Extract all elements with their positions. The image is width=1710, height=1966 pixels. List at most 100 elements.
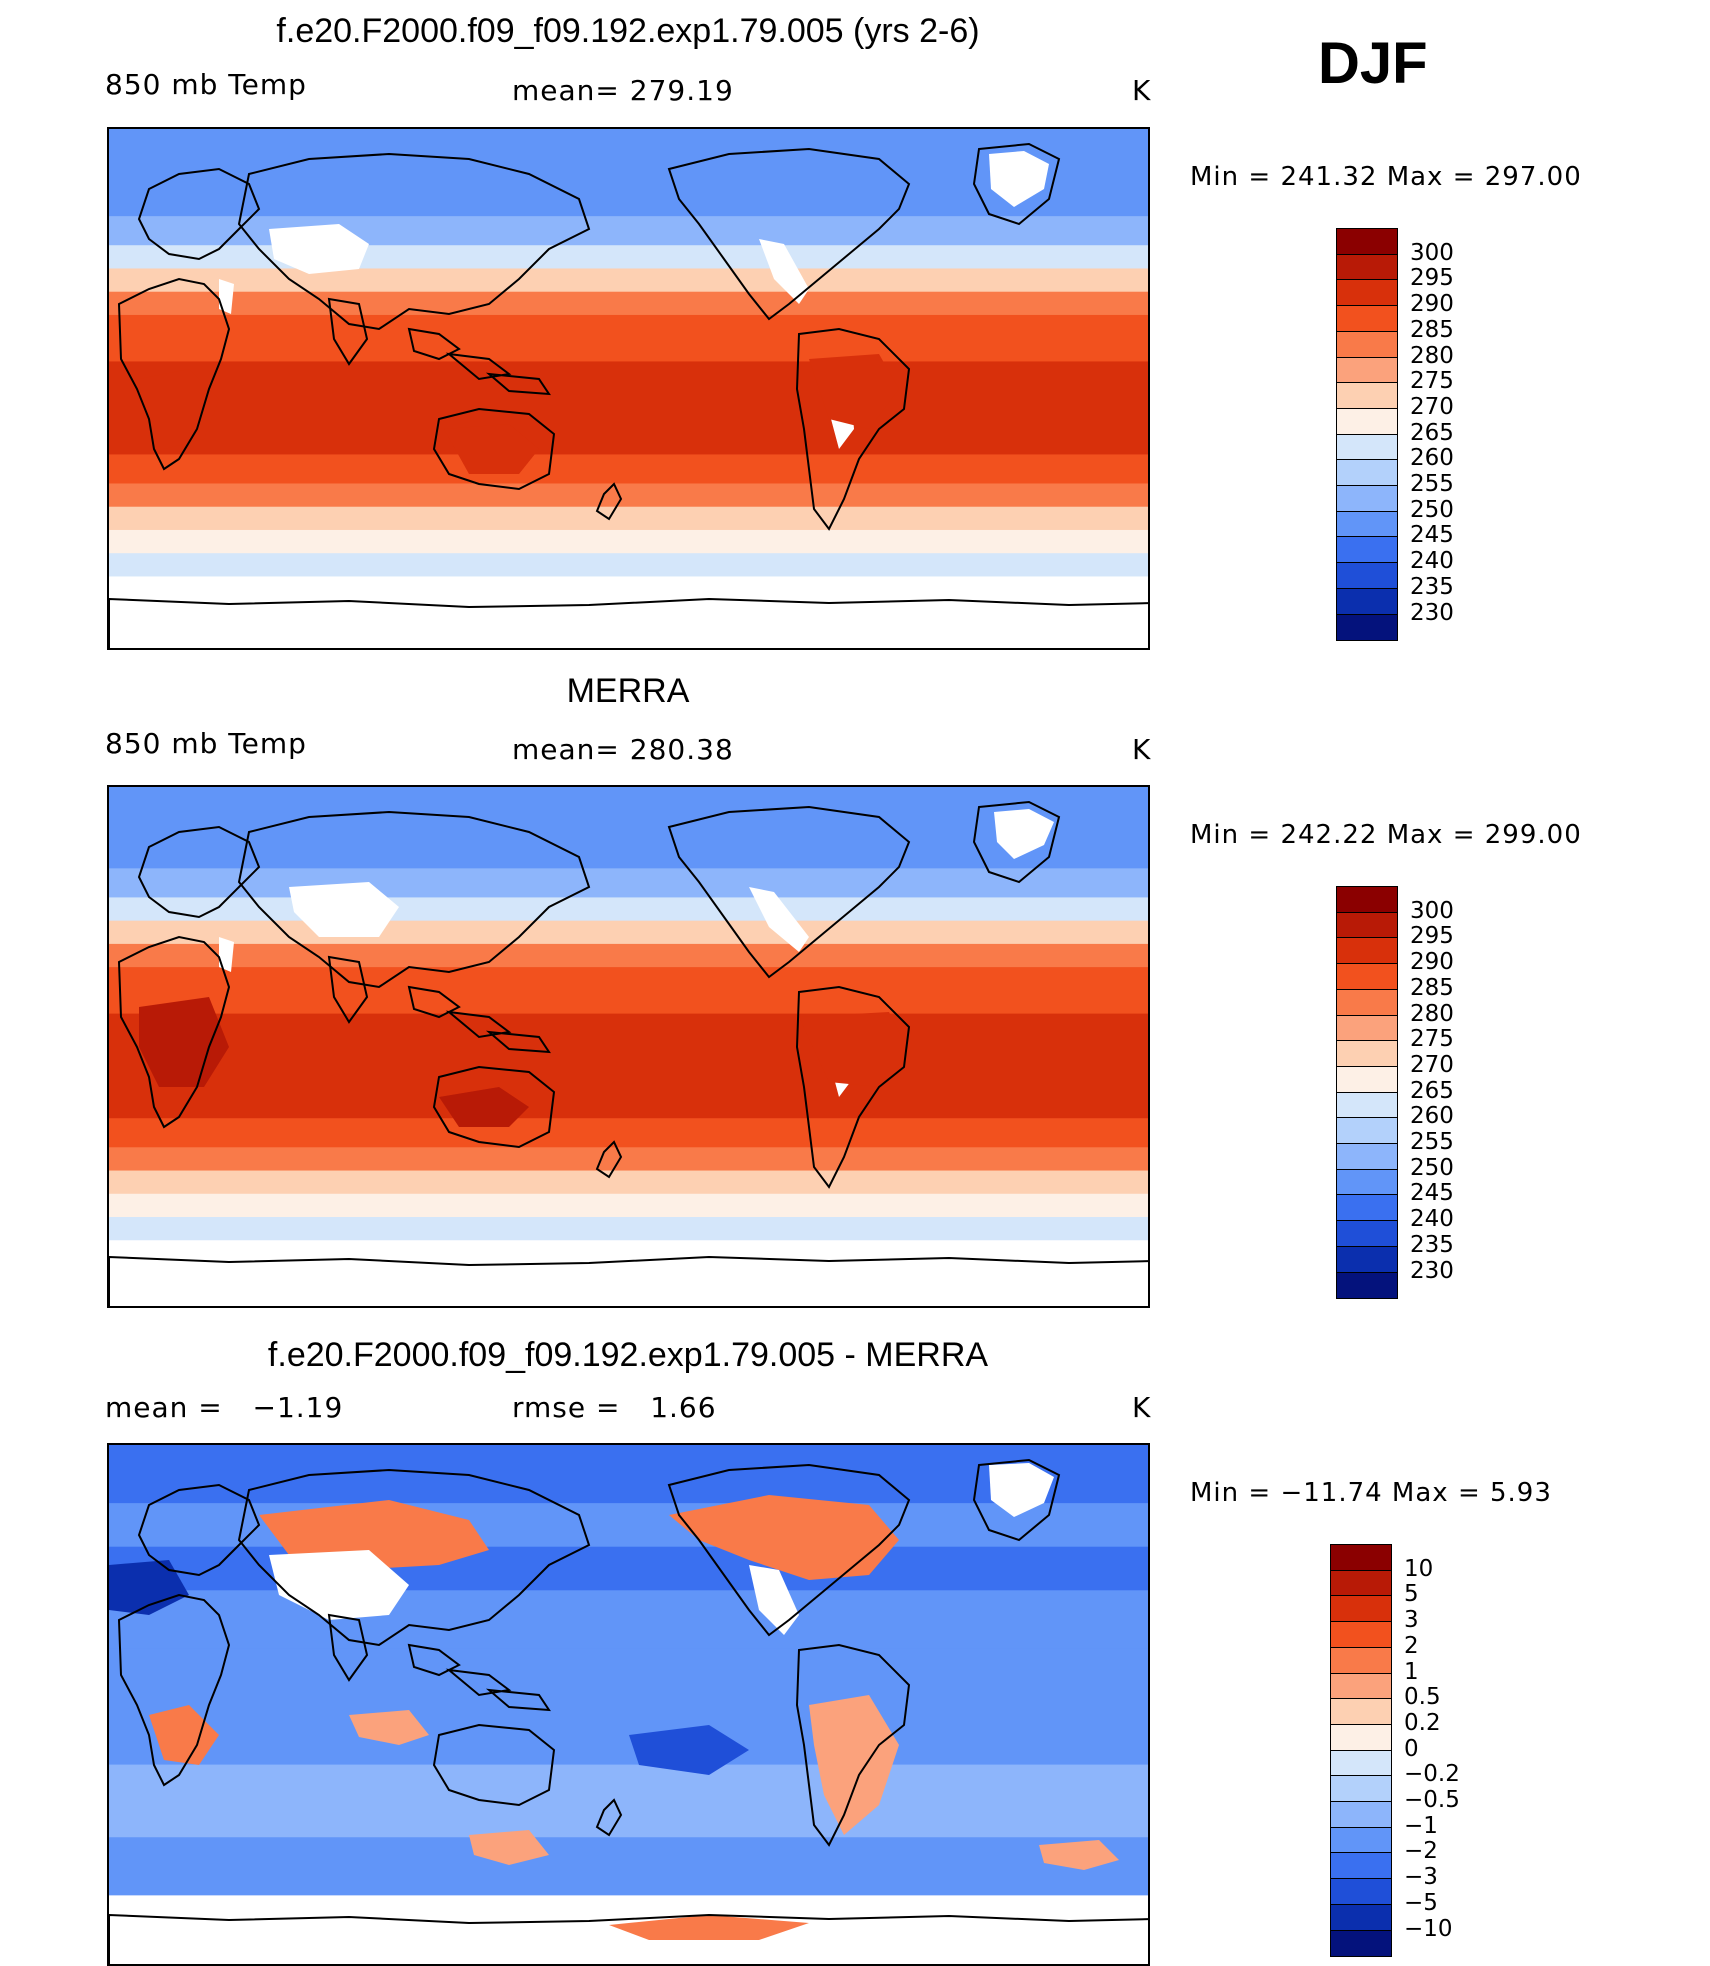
colorbar-tick-label: 280	[1410, 1000, 1454, 1027]
coastline	[795, 1643, 911, 1847]
coastline	[595, 1140, 623, 1179]
colorbar-swatch	[1330, 1929, 1392, 1957]
temperature-band	[109, 1764, 1148, 1839]
colorbar-swatch	[1336, 1168, 1398, 1196]
colorbar-tick-label: 245	[1410, 522, 1454, 549]
temperature-band	[109, 1118, 1148, 1149]
colorbar-tick-label: 2	[1404, 1632, 1419, 1659]
colorbar-tick-label: 295	[1410, 923, 1454, 950]
colorbar-swatch	[1336, 963, 1398, 991]
temperature-band	[109, 268, 1148, 293]
colorbar-tick-label: −0.2	[1404, 1761, 1460, 1788]
field-anomaly-region	[139, 369, 219, 449]
season-label: DJF	[1318, 31, 1428, 96]
colorbar-swatch	[1336, 1271, 1398, 1299]
panel-2-mean-value: 280.38	[629, 733, 734, 766]
coastline	[109, 1255, 1148, 1306]
coastline	[972, 1458, 1061, 1542]
colorbar-swatch	[1336, 911, 1398, 939]
temperature-band	[109, 1837, 1148, 1897]
colorbar-swatch	[1336, 1194, 1398, 1222]
colorbar-swatch	[1330, 1801, 1392, 1829]
colorbar-swatch	[1330, 1749, 1392, 1777]
field-anomaly-region	[444, 424, 539, 474]
colorbar-swatch	[1336, 613, 1398, 641]
colorbar-swatch	[1330, 1723, 1392, 1752]
colorbar-swatch	[1336, 330, 1398, 358]
colorbar-swatch	[1336, 536, 1398, 564]
colorbar-tick-label: −1	[1404, 1812, 1438, 1839]
temperature-band	[109, 920, 1148, 945]
colorbar-swatch	[1336, 1091, 1398, 1119]
field-anomaly-region	[759, 239, 809, 304]
colorbar-swatch	[1336, 1040, 1398, 1068]
field-anomaly-region	[269, 1550, 409, 1620]
coastline	[667, 1463, 911, 1637]
colorbar-swatch	[1330, 1569, 1392, 1597]
colorbar-swatch	[1330, 1621, 1392, 1649]
coastline	[795, 327, 911, 531]
coastline	[595, 482, 623, 521]
field-anomaly-region	[799, 1012, 909, 1087]
panel-3-title: f.e20.F2000.f09_f09.192.exp1.79.005 - ME…	[267, 1336, 989, 1374]
colorbar-swatch	[1336, 1117, 1398, 1145]
temperature-band	[109, 454, 1148, 485]
coastline	[972, 800, 1061, 884]
panel-2-units: K	[1132, 733, 1152, 766]
field-anomaly-region	[109, 1560, 189, 1615]
temperature-band	[109, 216, 1148, 247]
temperature-band	[109, 1170, 1148, 1195]
coastline	[109, 597, 1148, 648]
colorbar-tick-label: 285	[1410, 974, 1454, 1001]
colorbar-tick-label: 300	[1410, 239, 1454, 266]
field-anomaly-region	[989, 1463, 1054, 1517]
temperature-band	[109, 291, 1148, 316]
coastline	[667, 147, 911, 321]
colorbar-tick-label: −2	[1404, 1838, 1438, 1865]
field-anomaly-region	[749, 1565, 799, 1635]
colorbar-swatch	[1336, 510, 1398, 538]
temperature-band	[109, 787, 1148, 870]
panel-3-mean-value: −1.19	[252, 1391, 344, 1424]
colorbar-swatch	[1336, 1245, 1398, 1273]
temperature-band	[109, 1648, 1148, 1766]
colorbar-swatch	[1336, 1220, 1398, 1248]
temperature-band	[109, 1240, 1148, 1306]
field-anomaly-region	[994, 809, 1054, 859]
panel-3-map-svg	[109, 1445, 1148, 1964]
field-anomaly-region	[469, 1830, 549, 1865]
colorbar-tick-label: 290	[1410, 291, 1454, 318]
colorbar-swatch	[1330, 1698, 1392, 1726]
temperature-band	[109, 553, 1148, 578]
temperature-band	[109, 483, 1148, 508]
panel-1-title: f.e20.F2000.f09_f09.192.exp1.79.005 (yrs…	[276, 12, 980, 50]
colorbar-tick-label: −0.5	[1404, 1787, 1460, 1813]
coastline	[137, 825, 261, 919]
temperature-band	[109, 1193, 1148, 1219]
colorbar-swatch	[1336, 305, 1398, 333]
colorbar-swatch	[1336, 886, 1398, 914]
panel-3-mean-label: mean = −1.19	[105, 1391, 344, 1424]
temperature-band	[109, 576, 1148, 648]
colorbar-swatch	[1330, 1903, 1392, 1931]
coastline	[327, 297, 369, 366]
temperature-band	[109, 314, 1148, 363]
coastline	[432, 1723, 556, 1807]
colorbar-swatch	[1336, 433, 1398, 461]
coastline	[667, 805, 911, 979]
field-anomaly-region	[219, 937, 234, 972]
coastline	[109, 1913, 1148, 1964]
colorbar-swatch	[1336, 1143, 1398, 1171]
field-anomaly-region	[809, 354, 899, 429]
colorbar-tick-label: 270	[1410, 393, 1454, 420]
colorbar-swatch	[1336, 407, 1398, 436]
colorbar-tick-label: 235	[1410, 1231, 1454, 1258]
coastline	[137, 1483, 261, 1577]
panel-2-map	[107, 785, 1150, 1308]
temperature-band	[109, 1546, 1148, 1592]
colorbar-swatch	[1336, 1014, 1398, 1042]
coastline	[595, 1798, 623, 1837]
temperature-band	[109, 1503, 1148, 1548]
colorbar-tick-label: 295	[1410, 265, 1454, 292]
colorbar-tick-label: 265	[1410, 1077, 1454, 1104]
